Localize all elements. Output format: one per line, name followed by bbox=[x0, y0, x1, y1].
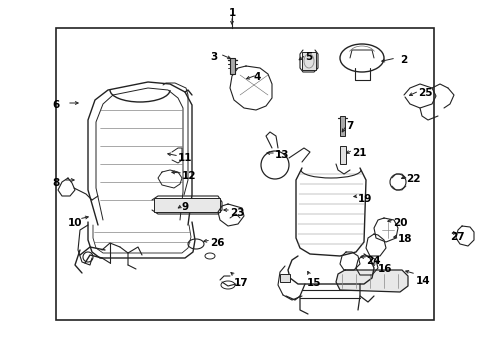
Text: 14: 14 bbox=[415, 276, 430, 286]
Text: 9: 9 bbox=[182, 202, 189, 212]
Text: 20: 20 bbox=[392, 218, 407, 228]
Text: 12: 12 bbox=[182, 171, 196, 181]
Text: 19: 19 bbox=[357, 194, 372, 204]
Bar bbox=[339, 146, 346, 164]
Text: 22: 22 bbox=[405, 174, 420, 184]
Text: 18: 18 bbox=[397, 234, 412, 244]
Text: 15: 15 bbox=[306, 278, 321, 288]
Text: 23: 23 bbox=[229, 208, 244, 218]
Text: 25: 25 bbox=[417, 88, 431, 98]
Text: 27: 27 bbox=[449, 232, 464, 242]
Text: 24: 24 bbox=[365, 256, 380, 266]
Bar bbox=[154, 198, 220, 212]
Text: 1: 1 bbox=[228, 8, 235, 18]
Text: 13: 13 bbox=[274, 150, 289, 160]
Text: 8: 8 bbox=[52, 178, 59, 188]
Bar bbox=[229, 58, 235, 74]
Text: 3: 3 bbox=[210, 52, 218, 62]
Text: 17: 17 bbox=[234, 278, 248, 288]
Bar bbox=[280, 274, 289, 282]
Text: 7: 7 bbox=[346, 121, 353, 131]
Text: 4: 4 bbox=[253, 72, 261, 82]
Text: 11: 11 bbox=[178, 153, 192, 163]
Bar bbox=[56, 28, 433, 320]
Text: 6: 6 bbox=[52, 100, 59, 110]
Text: 21: 21 bbox=[351, 148, 366, 158]
Polygon shape bbox=[335, 270, 407, 292]
Text: 2: 2 bbox=[399, 55, 407, 65]
Bar bbox=[302, 52, 315, 70]
Text: 5: 5 bbox=[305, 52, 312, 62]
Text: 16: 16 bbox=[377, 264, 392, 274]
Text: 26: 26 bbox=[209, 238, 224, 248]
Text: 10: 10 bbox=[68, 218, 82, 228]
Bar bbox=[339, 116, 345, 136]
